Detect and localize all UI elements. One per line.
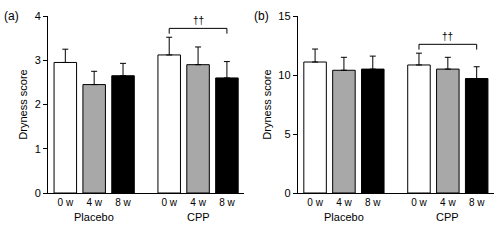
svg-text:Dryness score: Dryness score: [17, 69, 29, 139]
svg-text:4 w: 4 w: [190, 197, 206, 208]
svg-text:5: 5: [284, 128, 290, 140]
svg-text:0 w: 0 w: [58, 197, 74, 208]
svg-text:8 w: 8 w: [219, 197, 235, 208]
svg-text:††: ††: [442, 31, 453, 42]
svg-text:Placebo: Placebo: [74, 211, 114, 223]
svg-text:††: ††: [193, 15, 204, 26]
svg-text:4 w: 4 w: [86, 197, 102, 208]
svg-text:CPP: CPP: [187, 211, 210, 223]
svg-text:4: 4: [35, 10, 41, 22]
svg-text:4 w: 4 w: [440, 197, 456, 208]
svg-text:0 w: 0 w: [411, 197, 427, 208]
svg-text:3: 3: [35, 54, 41, 66]
svg-text:15: 15: [278, 10, 290, 22]
svg-text:Placebo: Placebo: [324, 211, 364, 223]
svg-text:0 w: 0 w: [161, 197, 177, 208]
svg-text:2: 2: [35, 98, 41, 110]
svg-text:8 w: 8 w: [469, 197, 485, 208]
svg-text:0 w: 0 w: [307, 197, 323, 208]
svg-text:Dryness score: Dryness score: [261, 69, 273, 139]
svg-text:(a): (a): [4, 9, 19, 23]
svg-text:0: 0: [35, 187, 41, 199]
svg-text:CPP: CPP: [436, 211, 459, 223]
svg-text:1: 1: [35, 143, 41, 155]
svg-text:8 w: 8 w: [115, 197, 131, 208]
svg-text:10: 10: [278, 69, 290, 81]
svg-text:0: 0: [284, 187, 290, 199]
svg-text:4 w: 4 w: [336, 197, 352, 208]
svg-text:(b): (b): [254, 9, 269, 23]
svg-text:8 w: 8 w: [365, 197, 381, 208]
